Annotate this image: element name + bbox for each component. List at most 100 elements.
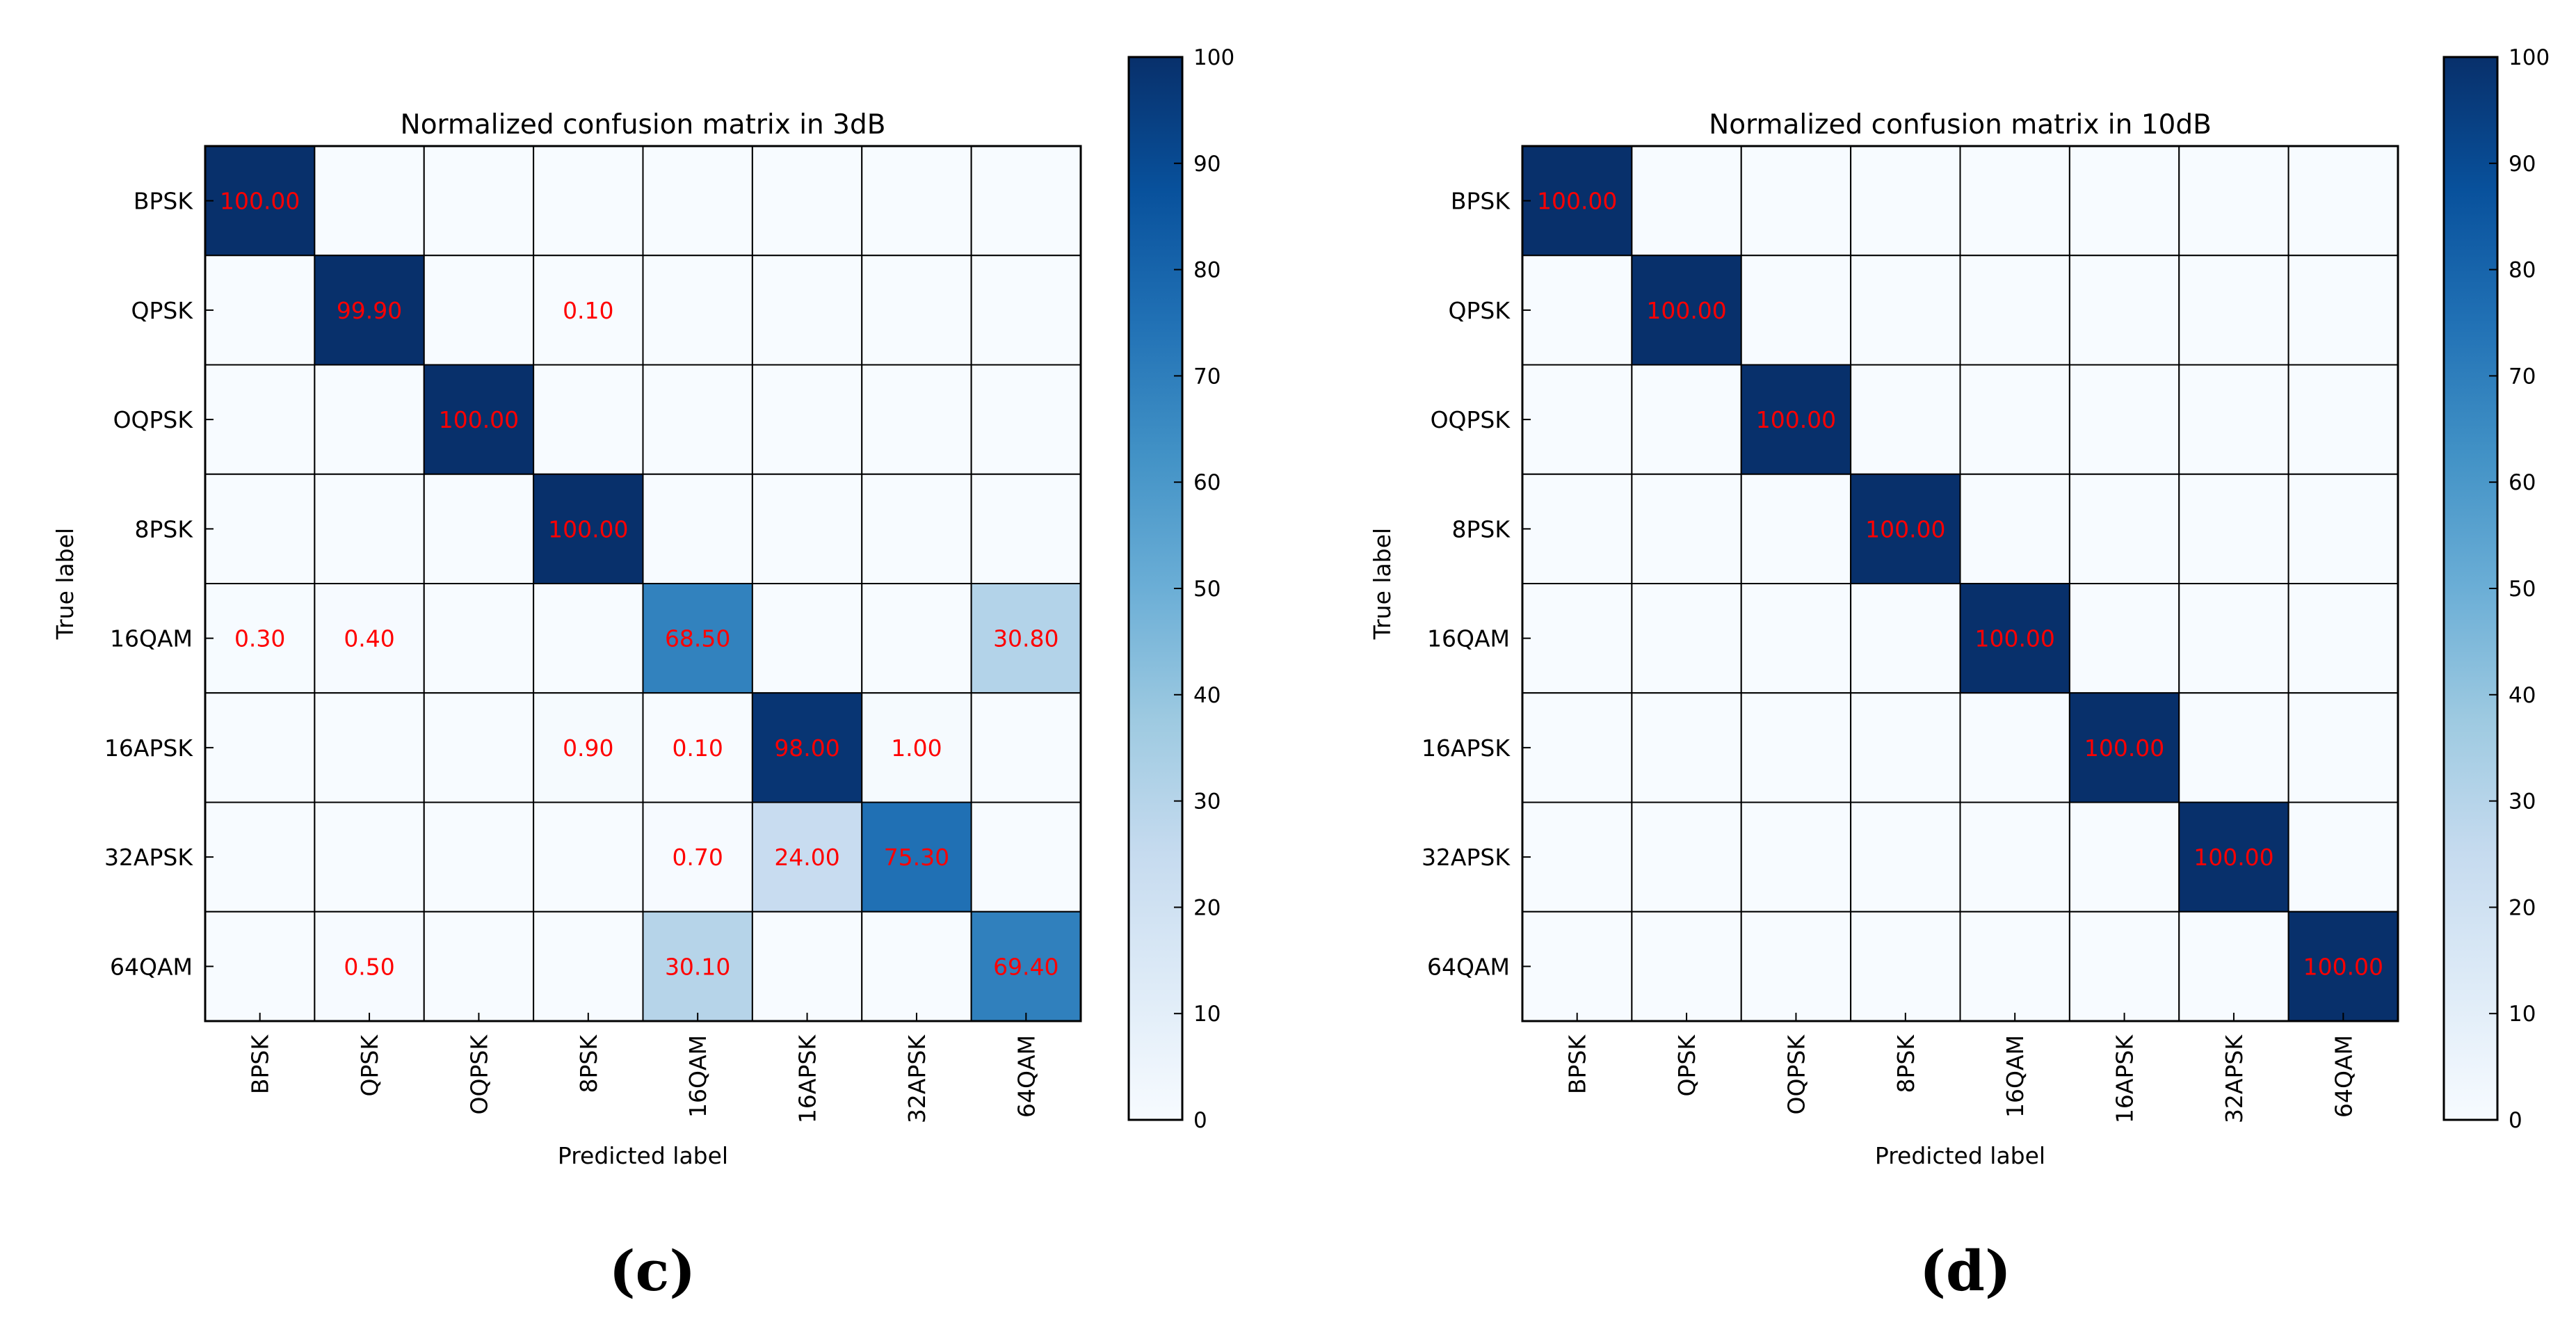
cell-value-label: 0.10 [672,735,723,762]
heatmap-cell [751,583,863,694]
heatmap-cell [970,364,1081,475]
heatmap-cell [1740,364,1852,475]
heatmap-cell [1959,255,2070,366]
heatmap-cell [1959,473,2070,584]
colorbar-tick-label: 30 [1193,789,1221,815]
heatmap-cell [1740,910,1852,1022]
heatmap-cell [1850,910,1961,1022]
heatmap-cell [423,364,535,475]
heatmap-cell [1631,583,1742,694]
x-tick-label: 16QAM [2002,1035,2029,1118]
colorbar-tick-label: 60 [2509,470,2536,495]
heatmap-cell [1850,255,1961,366]
heatmap-cell [861,145,972,257]
heatmap-cell [1740,255,1852,366]
y-tick-label: 8PSK [135,515,194,543]
y-tick-label: 32APSK [1422,844,1511,871]
heatmap-cell [861,364,972,475]
heatmap-cell [533,364,644,475]
heatmap-cell [1740,145,1852,257]
y-tick-label: 16APSK [1422,735,1511,762]
x-tick-label: OQPSK [1782,1034,1810,1115]
colorbar-tick-label: 70 [1193,364,1221,389]
heatmap-cell [533,692,644,803]
heatmap-cell [2068,801,2180,913]
colorbar-tick-label: 50 [1193,577,1221,602]
colorbar-tick-label: 100 [2509,45,2550,70]
heatmap-cell [1959,364,2070,475]
heatmap-cell [751,910,863,1022]
heatmap-cell [1522,692,1633,803]
heatmap-cell [423,801,535,913]
cell-value-label: 99.90 [337,297,402,324]
heatmap-cell [2287,473,2399,584]
heatmap-cell [2287,364,2399,475]
heatmap-cell [642,583,753,694]
heatmap-cell [1522,910,1633,1022]
heatmap-cell [1959,692,2070,803]
heatmap-cell [533,910,644,1022]
x-tick-label: 8PSK [575,1034,602,1093]
heatmap-cell [861,692,972,803]
heatmap-cell [423,473,535,584]
cell-value-label: 69.40 [993,953,1058,980]
colorbar-tick-label: 80 [1193,258,1221,283]
y-tick-label: 64QAM [1427,953,1510,980]
heatmap-cell [314,145,425,257]
heatmap-cell [2178,910,2289,1022]
y-tick-label: 16QAM [1427,625,1510,652]
heatmap-cell [314,801,425,913]
heatmap-cell [1959,801,2070,913]
heatmap-cell [751,692,863,803]
heatmap-cell [970,255,1081,366]
heatmap-cell [314,255,425,366]
heatmap-cell [1740,692,1852,803]
heatmap-cell [2287,801,2399,913]
x-tick-label: 8PSK [1892,1034,1919,1093]
heatmap-cell [1522,473,1633,584]
colorbar-tick-label: 90 [1193,152,1221,177]
y-axis-label: True label [1369,528,1396,640]
heatmap-cell [533,583,644,694]
heatmap-cell [861,801,972,913]
colorbar-tick-label: 50 [2509,577,2536,602]
heatmap-cell [2287,910,2399,1022]
heatmap-cell [204,910,316,1022]
heatmap-cell [204,583,316,694]
heatmap-cell [2287,145,2399,257]
colorbar-tick-label: 60 [1193,470,1221,495]
x-tick-label: OQPSK [465,1034,492,1115]
y-tick-label: BPSK [1451,188,1511,215]
heatmap-cell [1959,583,2070,694]
y-tick-label: 8PSK [1452,515,1511,543]
heatmap-cell [423,145,535,257]
heatmap-cell [2068,364,2180,475]
heatmap-cell [1850,364,1961,475]
cell-value-label: 30.80 [993,625,1058,652]
cell-value-label: 98.00 [774,735,839,762]
x-tick-label: BPSK [1564,1034,1591,1094]
heatmap-cell [423,583,535,694]
cell-value-label: 100.00 [220,188,300,215]
heatmap-cell [970,145,1081,257]
heatmap-cell [751,145,863,257]
cell-value-label: 0.40 [344,625,394,652]
heatmap-cell [204,692,316,803]
heatmap-cell [2068,473,2180,584]
confusion-matrix-3db: 100.00 99.90 0.10 100.00 100.00 0.30 0.40 68.50… [51,45,1234,1303]
heatmap-cell [533,255,644,366]
cell-value-label: 24.00 [774,844,839,871]
x-tick-label: 16APSK [2111,1034,2139,1123]
colorbar [2442,56,2499,1121]
confusion-matrix-10db: 100.00 100.00 100.00 100.00 100.00 100.00 100.… [1369,45,2550,1303]
cell-value-label: 100.00 [439,406,519,433]
cell-value-label: 0.50 [344,953,394,980]
heatmap-cell [1959,910,2070,1022]
heatmap-cell [1631,364,1742,475]
heatmap-cell [1740,801,1852,913]
heatmap-cell [642,910,753,1022]
cell-value-label: 100.00 [2193,844,2273,871]
heatmap-cell [204,255,316,366]
heatmap-cell [1959,145,2070,257]
